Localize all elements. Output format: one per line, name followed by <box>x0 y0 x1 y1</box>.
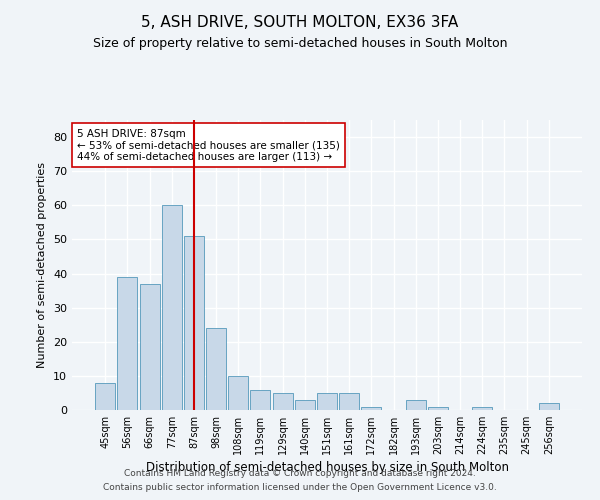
Text: Size of property relative to semi-detached houses in South Molton: Size of property relative to semi-detach… <box>93 38 507 51</box>
Bar <box>162 206 182 410</box>
Bar <box>184 236 204 410</box>
Bar <box>250 390 271 410</box>
Bar <box>206 328 226 410</box>
Bar <box>539 403 559 410</box>
Bar <box>317 393 337 410</box>
Bar <box>295 400 315 410</box>
Bar <box>140 284 160 410</box>
Text: 5, ASH DRIVE, SOUTH MOLTON, EX36 3FA: 5, ASH DRIVE, SOUTH MOLTON, EX36 3FA <box>142 15 458 30</box>
Bar <box>95 382 115 410</box>
Bar <box>272 393 293 410</box>
Bar <box>472 406 492 410</box>
X-axis label: Distribution of semi-detached houses by size in South Molton: Distribution of semi-detached houses by … <box>146 461 509 474</box>
Bar <box>406 400 426 410</box>
Text: Contains public sector information licensed under the Open Government Licence v3: Contains public sector information licen… <box>103 484 497 492</box>
Bar <box>118 277 137 410</box>
Text: 5 ASH DRIVE: 87sqm
← 53% of semi-detached houses are smaller (135)
44% of semi-d: 5 ASH DRIVE: 87sqm ← 53% of semi-detache… <box>77 128 340 162</box>
Bar <box>339 393 359 410</box>
Bar <box>428 406 448 410</box>
Bar <box>361 406 382 410</box>
Y-axis label: Number of semi-detached properties: Number of semi-detached properties <box>37 162 47 368</box>
Bar <box>228 376 248 410</box>
Text: Contains HM Land Registry data © Crown copyright and database right 2024.: Contains HM Land Registry data © Crown c… <box>124 468 476 477</box>
